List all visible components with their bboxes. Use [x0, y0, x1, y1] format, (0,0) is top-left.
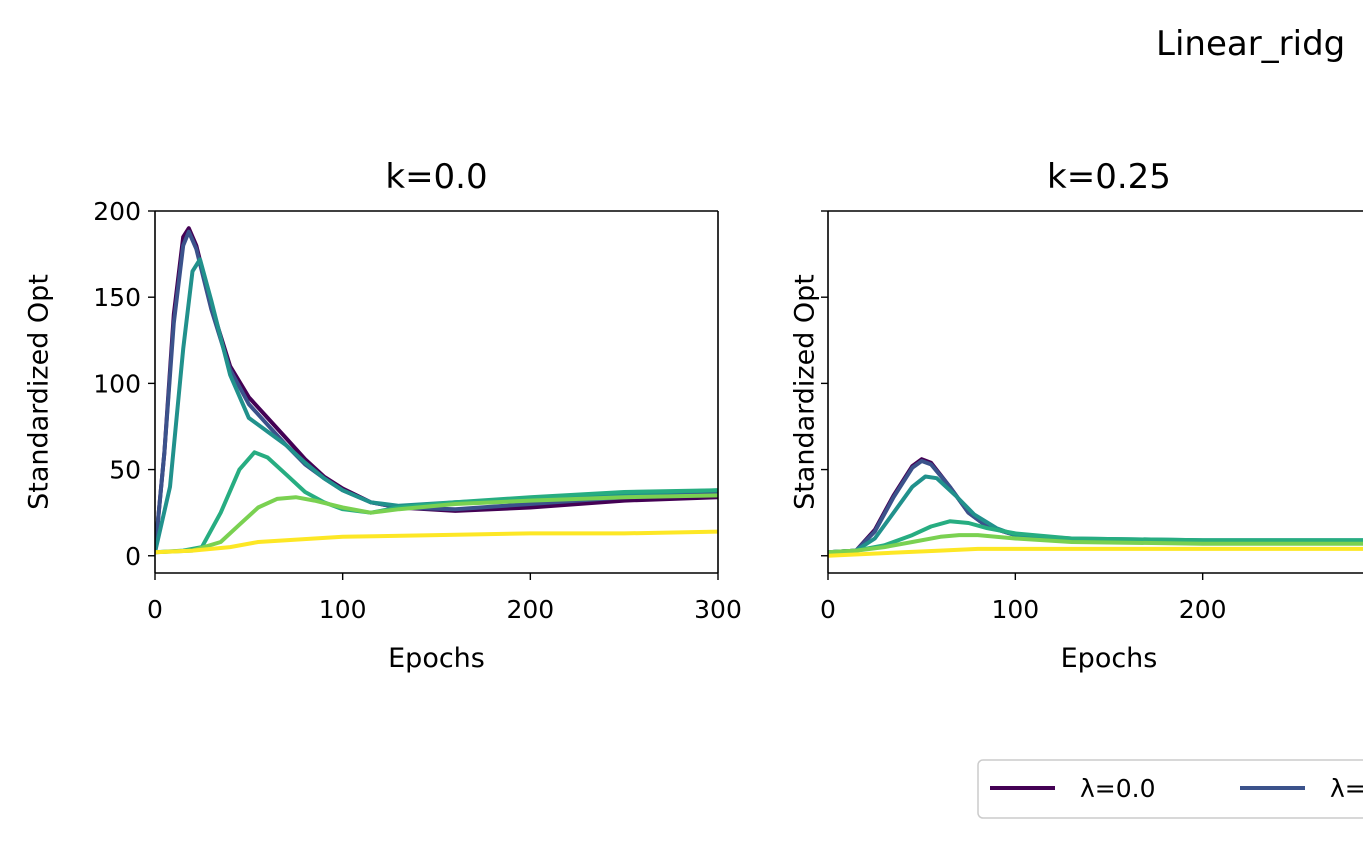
x-tick-label: 200 [506, 595, 554, 624]
series-line-5 [155, 529, 718, 555]
legend-frame [977, 759, 1363, 819]
subplot-k-0: 0 100 200 300 0 50 100 150 200 k=0.0 Epochs Standar… [24, 157, 742, 674]
x-tick-label: 300 [694, 595, 742, 624]
series-line-4 [155, 493, 718, 555]
y-tick-label: 200 [93, 197, 141, 226]
y-tick-label: 100 [93, 369, 141, 398]
y-axis-label: Standardized Opt [24, 274, 55, 510]
y-tick-label: 50 [109, 456, 141, 485]
x-tick-label: 0 [147, 595, 163, 624]
subplot-title: k=0.0 [385, 157, 487, 197]
legend-label-1: λ= [1330, 774, 1363, 803]
figure-suptitle: Linear_ridg [1156, 24, 1345, 64]
series-line-5 [828, 546, 1363, 558]
series-line-4 [828, 533, 1363, 555]
y-tick-label: 0 [125, 542, 141, 571]
series-line-1 [155, 229, 718, 555]
legend-label-0: λ=0.0 [1080, 774, 1156, 803]
y-tick-label: 150 [93, 283, 141, 312]
x-tick-label: 200 [1179, 595, 1227, 624]
x-axis-label: Epochs [1061, 643, 1158, 674]
x-tick-label: 100 [991, 595, 1039, 624]
x-tick-label: 0 [820, 595, 836, 624]
x-tick-label: 100 [319, 595, 367, 624]
subplot-k-0-25: 0 100 200 k=0.25 Epochs Standardized Opt [790, 157, 1363, 674]
legend: λ=0.0 λ= [977, 759, 1363, 819]
series-line-3 [155, 450, 718, 555]
x-axis-label: Epochs [388, 643, 485, 674]
subplot-title: k=0.25 [1047, 157, 1171, 197]
y-axis-label: Standardized Opt [790, 274, 821, 510]
